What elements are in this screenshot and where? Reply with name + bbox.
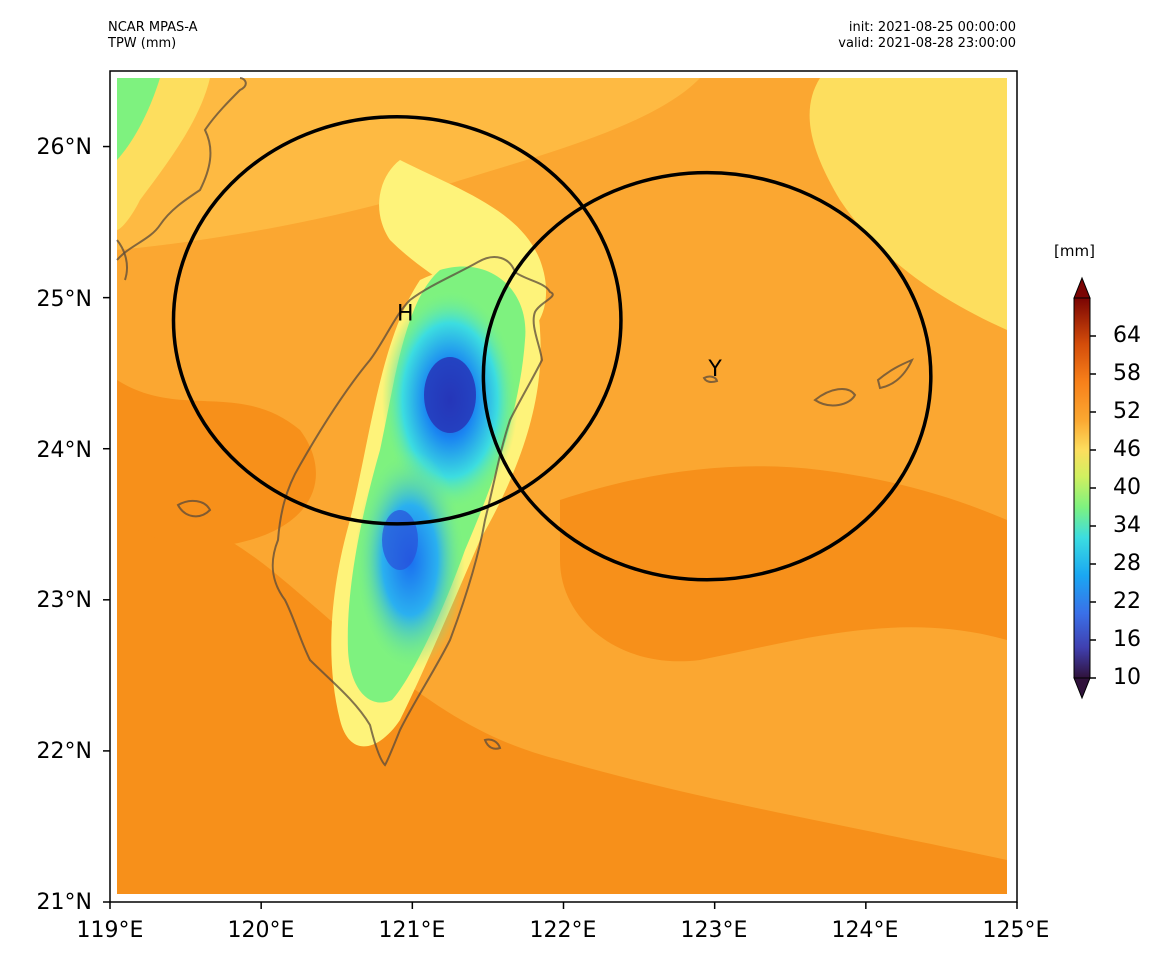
colorbar-tick-label: 58 [1113, 361, 1141, 386]
lat-label-25: 25°N [36, 287, 92, 312]
init-time: init: 2021-08-25 00:00:00 [848, 20, 1016, 35]
lon-label-121: 121°E [378, 918, 446, 943]
model-name: NCAR MPAS-A [108, 20, 198, 35]
lon-label-119: 119°E [76, 918, 144, 943]
taiwan-coastline [271, 256, 554, 767]
colorbar-tick-label: 34 [1113, 513, 1141, 538]
island-1 [813, 388, 857, 407]
penghu-islands [176, 499, 212, 518]
tpw-minimum-south [382, 510, 418, 570]
tpw-north-band [117, 78, 700, 250]
variable-name: TPW (mm) [108, 36, 177, 51]
china-coastline-bay [116, 239, 128, 281]
colorbar-tick-marks [1090, 335, 1096, 679]
colorbar-tick-label: 52 [1113, 399, 1141, 424]
lon-label-122: 122°E [529, 918, 597, 943]
tpw-south-band [117, 516, 1007, 894]
island-2 [876, 358, 914, 390]
lat-label-21: 21°N [36, 890, 92, 915]
colorbar-unit: [mm] [1054, 242, 1095, 260]
coastlines [116, 77, 914, 767]
lon-label-125: 125°E [982, 918, 1050, 943]
colorbar-tick-label: 64 [1113, 323, 1141, 348]
lat-label-23: 23°N [36, 588, 92, 613]
colorbar [1073, 276, 1096, 700]
analysis-circles: HY [171, 114, 933, 582]
tpw-northeast-band [809, 78, 1007, 330]
circle-label-y: Y [707, 357, 722, 382]
colorbar-tick-label: 40 [1113, 475, 1141, 500]
colorbar-scale [1073, 297, 1091, 679]
figure-header-left: NCAR MPAS-A TPW (mm) [108, 20, 198, 52]
lanyu-island [483, 738, 502, 750]
colorbar-min-arrow [1073, 677, 1091, 700]
tpw-west-band [117, 380, 316, 547]
circle-label-h: H [397, 301, 414, 326]
valid-time: valid: 2021-08-28 23:00:00 [838, 36, 1016, 51]
lon-tick-marks [109, 902, 1018, 909]
circle-y [481, 170, 933, 582]
figure-header-right: init: 2021-08-25 00:00:00 valid: 2021-08… [700, 20, 1016, 52]
lat-label-24: 24°N [36, 438, 92, 463]
colorbar-max-arrow [1073, 276, 1091, 299]
colorbar-tick-label: 10 [1113, 665, 1141, 690]
lat-label-26: 26°N [36, 135, 92, 160]
tpw-field [110, 71, 1017, 902]
colorbar-tick-label: 28 [1113, 551, 1141, 576]
lat-label-22: 22°N [36, 739, 92, 764]
circle-h [171, 114, 623, 526]
lon-label-120: 120°E [227, 918, 295, 943]
tpw-minimum-north [424, 357, 476, 433]
lat-tick-marks [103, 145, 110, 903]
lon-label-124: 124°E [831, 918, 899, 943]
colorbar-tick-label: 16 [1113, 627, 1141, 652]
yonaguni-island [702, 375, 719, 383]
colorbar-tick-label: 22 [1113, 589, 1141, 614]
colorbar-tick-label: 46 [1113, 437, 1141, 462]
lon-label-123: 123°E [680, 918, 748, 943]
china-coastline [116, 77, 247, 261]
tpw-northwest-green [117, 78, 160, 160]
tpw-central-band [560, 466, 1007, 662]
